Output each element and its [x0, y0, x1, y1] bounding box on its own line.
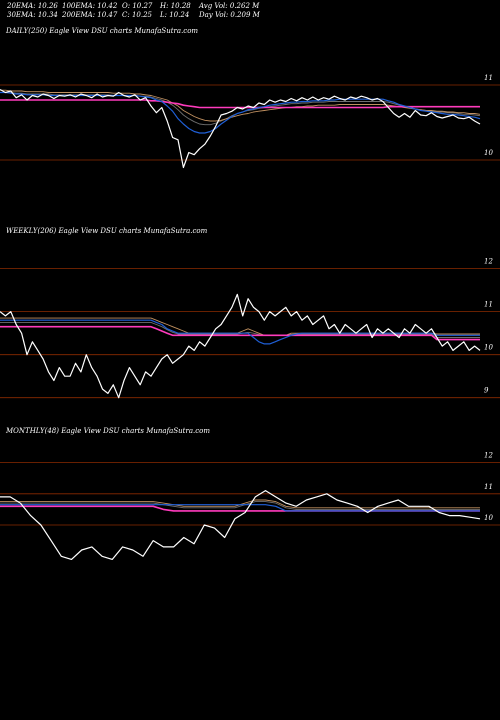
- header-ema30: 30EMA: 10.34: [7, 11, 58, 19]
- header-open: O: 10.27: [122, 2, 153, 10]
- weekly-chart: 12 11 10 9: [0, 258, 500, 399]
- header-day-vol: Day Vol: 0.209 M: [199, 11, 260, 19]
- header-ema20: 20EMA: 10.26: [7, 2, 58, 10]
- weekly-y-tick-label: 9: [484, 387, 489, 395]
- monthly-chart: 12 11 10: [0, 452, 500, 561]
- daily-chart-title: DAILY(250) Eagle View DSU charts MunafaS…: [6, 27, 199, 35]
- header-ema100: 100EMA: 10.42: [62, 2, 118, 10]
- weekly-ema20-line: [0, 319, 480, 345]
- daily-ema20-line: [0, 91, 481, 134]
- header-high: H: 10.28: [160, 2, 191, 10]
- daily-y-tick-label: 11: [484, 74, 493, 82]
- header-low: L: 10.24: [160, 11, 190, 19]
- daily-y-tick-label: 10: [484, 149, 493, 157]
- header-avg-vol: Avg Vol: 0.262 M: [199, 2, 260, 10]
- monthly-y-tick-label: 10: [484, 514, 493, 522]
- monthly-y-tick-label: 12: [484, 452, 493, 460]
- daily-ema200-line: [0, 99, 480, 109]
- weekly-price-line: [0, 293, 481, 399]
- monthly-ema200-line: [0, 505, 480, 512]
- weekly-y-tick-label: 11: [484, 301, 493, 309]
- daily-price-line: [0, 88, 481, 169]
- weekly-chart-title: WEEKLY(206) Eagle View DSU charts Munafa…: [6, 227, 208, 235]
- header-ema200: 200EMA: 10.47: [62, 11, 118, 19]
- weekly-y-tick-label: 10: [484, 344, 493, 352]
- header-close: C: 10.25: [122, 11, 152, 19]
- monthly-emaOther-line: [0, 501, 480, 510]
- weekly-y-tick-label: 12: [484, 258, 493, 266]
- monthly-chart-title: MONTHLY(48) Eagle View DSU charts Munafa…: [6, 427, 210, 435]
- monthly-price-line: [0, 490, 481, 561]
- daily-chart: 11 10: [0, 74, 500, 169]
- monthly-ema20-line: [0, 504, 480, 512]
- monthly-y-tick-label: 11: [484, 483, 493, 491]
